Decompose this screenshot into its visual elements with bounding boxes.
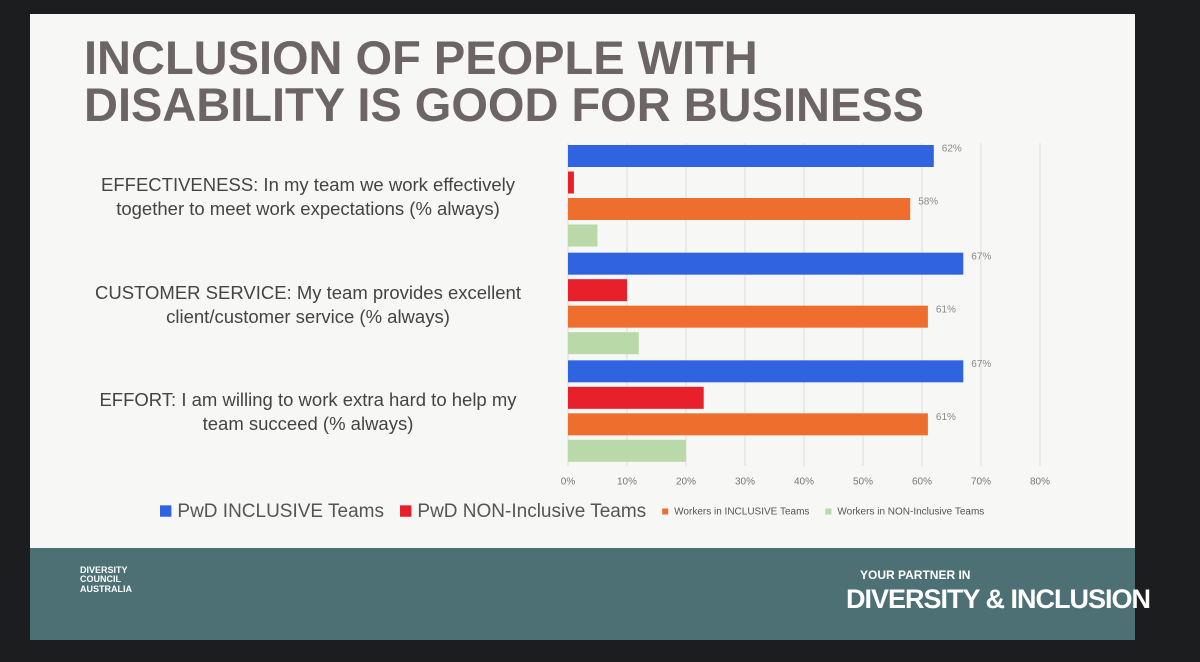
- legend-swatch: [160, 505, 172, 517]
- value-label: 61%: [936, 412, 956, 423]
- legend-label: PwD INCLUSIVE Teams: [177, 501, 384, 522]
- bar: [568, 224, 598, 247]
- x-tick-label: 70%: [971, 477, 991, 488]
- legend-label: Workers in INCLUSIVE Teams: [674, 507, 809, 518]
- legend-swatch: [400, 505, 412, 517]
- bar: [568, 439, 686, 462]
- x-tick-label: 0%: [561, 477, 576, 488]
- bar: [568, 413, 928, 436]
- x-tick-label: 60%: [912, 477, 932, 488]
- bar: [568, 332, 639, 355]
- slide-title: INCLUSION OF PEOPLE WITH DISABILITY IS G…: [84, 31, 925, 131]
- bar: [568, 279, 627, 302]
- bar: [568, 145, 934, 167]
- x-tick-label: 30%: [735, 477, 755, 488]
- x-tick-label: 10%: [617, 477, 637, 488]
- category-label: CUSTOMER SERVICE: My team provides excel…: [95, 281, 521, 327]
- bar: [568, 198, 911, 220]
- legend-swatch: [662, 508, 669, 515]
- slide: [30, 14, 1135, 640]
- bar: [568, 171, 574, 194]
- legend-label: PwD NON-Inclusive Teams: [417, 501, 646, 522]
- x-tick-label: 40%: [794, 477, 814, 488]
- category-label: EFFORT: I am willing to work extra hard …: [99, 389, 517, 435]
- legend-label: Workers in NON-Inclusive Teams: [837, 507, 984, 518]
- bar: [568, 386, 704, 409]
- category-label: EFFECTIVENESS: In my team we work effect…: [101, 174, 515, 220]
- logo-text: DIVERSITY COUNCIL AUSTRALIA: [80, 565, 132, 594]
- value-label: 58%: [918, 197, 938, 208]
- bar: [568, 305, 928, 328]
- value-label: 67%: [971, 251, 991, 262]
- footer-band: [30, 548, 1135, 640]
- x-tick-label: 50%: [853, 477, 873, 488]
- value-label: 67%: [971, 359, 991, 370]
- value-label: 61%: [936, 304, 956, 315]
- x-tick-label: 80%: [1030, 477, 1050, 488]
- brand: DIVERSITY & INCLUSION: [846, 584, 1151, 614]
- legend-swatch: [825, 508, 832, 515]
- bar: [568, 252, 964, 275]
- x-tick-label: 20%: [676, 477, 696, 488]
- value-label: 62%: [942, 144, 962, 155]
- bar: [568, 360, 964, 383]
- tagline: YOUR PARTNER IN: [860, 568, 971, 582]
